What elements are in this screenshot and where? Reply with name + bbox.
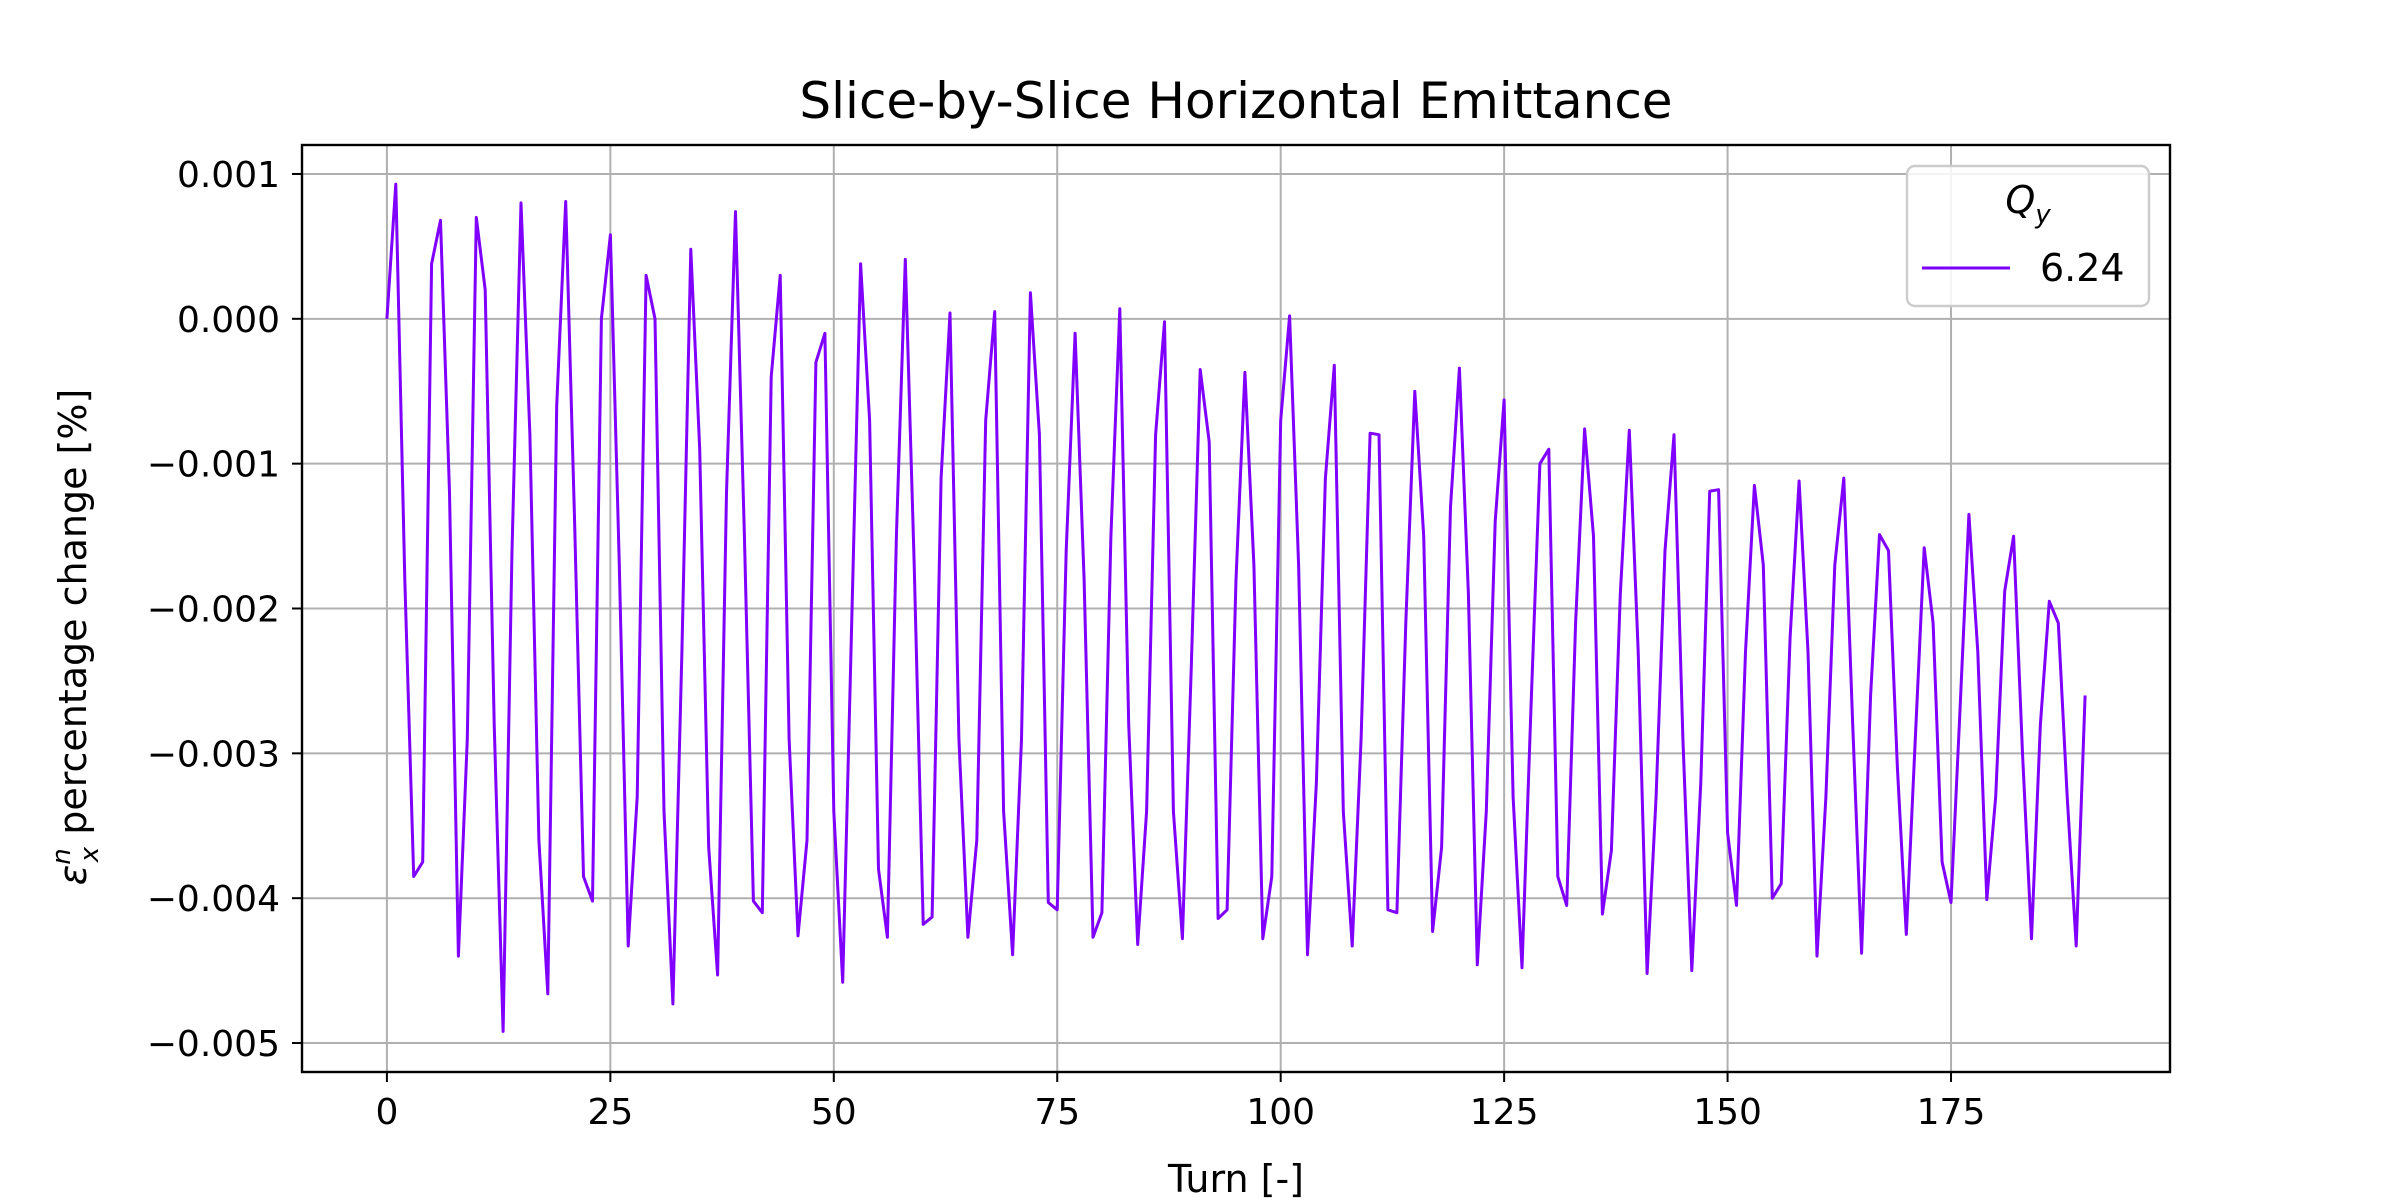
x-tick-label: 50 [811, 1092, 857, 1133]
x-tick-label: 150 [1693, 1092, 1762, 1133]
x-tick-label: 100 [1246, 1092, 1315, 1133]
y-axis-ticks: 0.001 0.000 −0.001 −0.002 −0.003 −0.004 −0.005 [147, 155, 302, 1065]
y-axis-label-subscript: x [75, 846, 105, 863]
x-tick-label: 125 [1470, 1092, 1539, 1133]
series-line [385, 182, 2087, 1033]
y-axis-label-text: percentage change [%] [51, 389, 95, 847]
y-tick-label: −0.004 [147, 879, 280, 920]
y-axis-label-symbol: ε [51, 865, 95, 886]
chart-title: Slice-by-Slice Horizontal Emittance [799, 72, 1672, 130]
y-tick-label: −0.003 [147, 734, 280, 775]
y-tick-label: −0.002 [147, 590, 280, 631]
x-axis-label: Turn [-] [1167, 1157, 1304, 1200]
y-tick-label: −0.005 [147, 1024, 280, 1065]
y-axis-label-superscript: n [47, 848, 77, 864]
legend-title: Qy [2005, 178, 2051, 230]
y-tick-label: 0.000 [177, 300, 280, 341]
x-tick-label: 25 [587, 1092, 633, 1133]
series-layer [385, 182, 2087, 1033]
legend: Qy 6.24 [1905, 164, 2151, 308]
y-axis-label: εnx percentage change [%] [47, 389, 105, 886]
y-tick-label: −0.001 [147, 445, 280, 486]
x-tick-label: 0 [375, 1092, 398, 1133]
x-tick-label: 175 [1917, 1092, 1986, 1133]
legend-title-subscript: y [2034, 200, 2051, 230]
x-tick-label: 75 [1034, 1092, 1080, 1133]
legend-series-label: 6.24 [2040, 246, 2125, 290]
x-axis-ticks: 0 25 50 75 100 125 150 175 [375, 1072, 1985, 1133]
legend-box [1905, 164, 2151, 308]
legend-title-symbol: Q [2005, 178, 2035, 222]
y-tick-label: 0.001 [177, 155, 280, 196]
